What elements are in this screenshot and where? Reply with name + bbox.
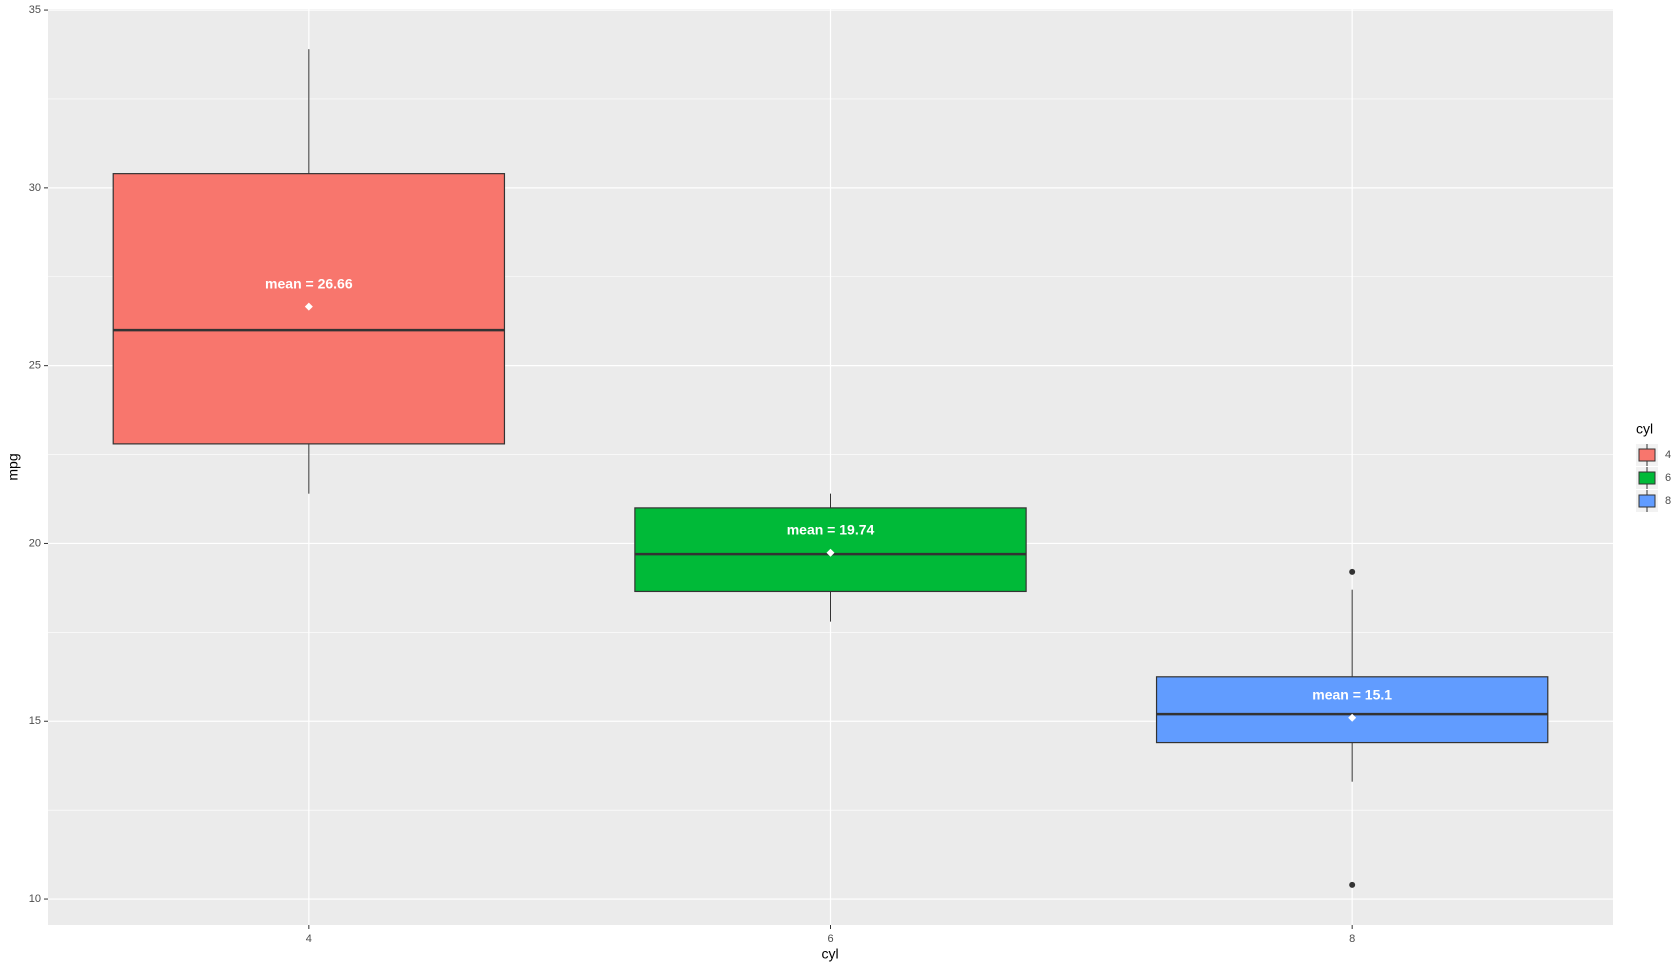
mean-label: mean = 26.66 xyxy=(265,275,353,291)
legend-label: 6 xyxy=(1665,472,1671,484)
x-axis-title: cyl xyxy=(821,946,838,962)
box xyxy=(1155,676,1549,744)
mean-marker xyxy=(826,548,835,557)
y-axis-title: mpg xyxy=(5,453,21,480)
y-tick-label: 25 xyxy=(29,360,41,372)
mean-marker xyxy=(1348,713,1357,722)
legend-key xyxy=(1638,494,1656,508)
outlier xyxy=(1349,881,1356,888)
y-tick-label: 20 xyxy=(29,537,41,549)
mean-label: mean = 15.1 xyxy=(1312,686,1392,702)
mean-marker xyxy=(304,302,313,311)
y-tick-label: 35 xyxy=(29,4,41,16)
legend-key xyxy=(1638,471,1656,485)
legend-key xyxy=(1638,448,1656,462)
y-tick-label: 15 xyxy=(29,715,41,727)
legend-title: cyl xyxy=(1636,421,1653,437)
x-tick-label: 8 xyxy=(1349,933,1355,945)
x-tick-label: 6 xyxy=(827,933,833,945)
mean-label: mean = 19.74 xyxy=(787,521,875,537)
y-tick-label: 30 xyxy=(29,182,41,194)
legend-label: 4 xyxy=(1665,449,1671,461)
outlier xyxy=(1349,568,1356,575)
x-tick-label: 4 xyxy=(306,933,312,945)
y-tick-label: 10 xyxy=(29,893,41,905)
legend-label: 8 xyxy=(1665,495,1671,507)
